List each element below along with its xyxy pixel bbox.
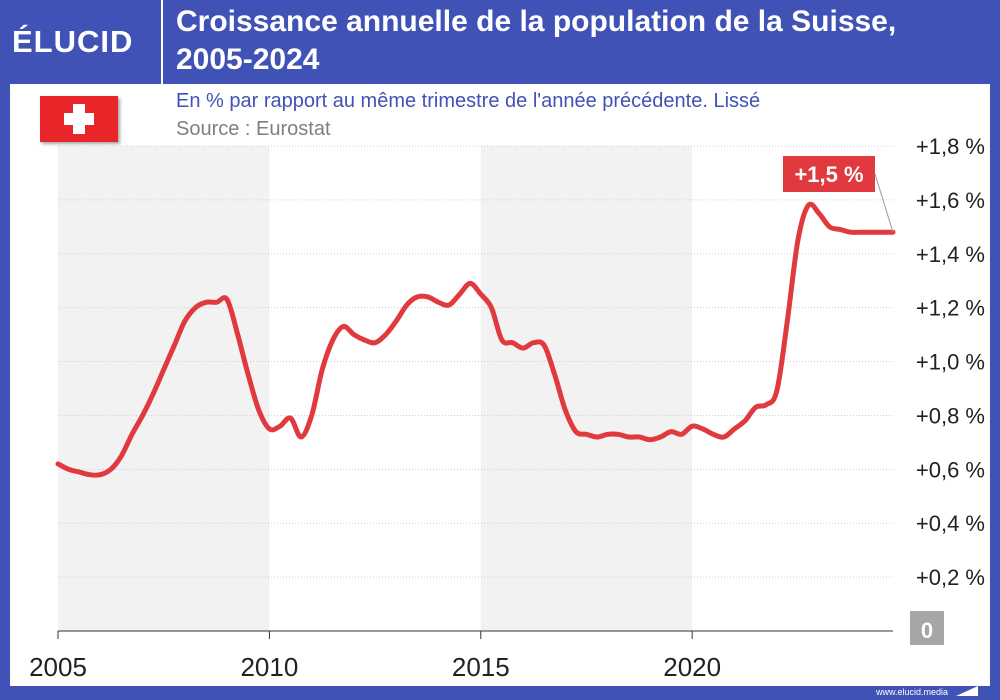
x-tick-label-0: 2005 [29, 652, 87, 682]
y-tick-label-0: +0,2 % [916, 565, 985, 590]
logo-text: ÉLUCID [12, 24, 134, 59]
page-title: Croissance annuelle de la population de … [176, 3, 986, 79]
y-tick-label-4: +1,0 % [916, 350, 985, 375]
zero-box [910, 611, 944, 645]
y-tick-label-8: +1,8 % [916, 134, 985, 159]
series-line-0 [55, 201, 896, 478]
title-line-2: 2005-2024 [176, 43, 320, 76]
y-tick-label-1: +0,4 % [916, 511, 985, 536]
x-tick-label-1: 2010 [240, 652, 298, 682]
chart-subtitle: En % par rapport au même trimestre de l'… [176, 90, 761, 112]
y-tick-label-3: +0,8 % [916, 403, 985, 428]
y-tick-label-7: +1,6 % [916, 188, 985, 213]
x-tick-label-2: 2015 [452, 652, 510, 682]
y-tick-label-6: +1,4 % [916, 242, 985, 267]
y-tick-label-2: +0,6 % [916, 457, 985, 482]
title-line-1: Croissance annuelle de la population de … [176, 5, 897, 38]
x-tick-label-3: 2020 [663, 652, 721, 682]
chart-source: Source : Eurostat [176, 118, 331, 140]
annotation-label-0: +1,5 % [794, 162, 863, 187]
header-divider [161, 0, 163, 84]
elucid-mark-icon [956, 686, 978, 696]
zero-label: 0 [921, 618, 933, 643]
swiss-cross-icon [64, 104, 94, 134]
y-tick-label-5: +1,2 % [916, 296, 985, 321]
shaded-band-0 [58, 146, 270, 631]
swiss-flag-icon [40, 96, 118, 142]
annotation-leader-0 [874, 173, 894, 233]
annotation-box-0 [783, 156, 875, 192]
elucid-logo[interactable]: ÉLUCID [12, 22, 152, 62]
header-bar [0, 0, 1000, 84]
footer-url[interactable]: www.elucid.media [875, 687, 948, 697]
shaded-band-1 [480, 146, 693, 631]
